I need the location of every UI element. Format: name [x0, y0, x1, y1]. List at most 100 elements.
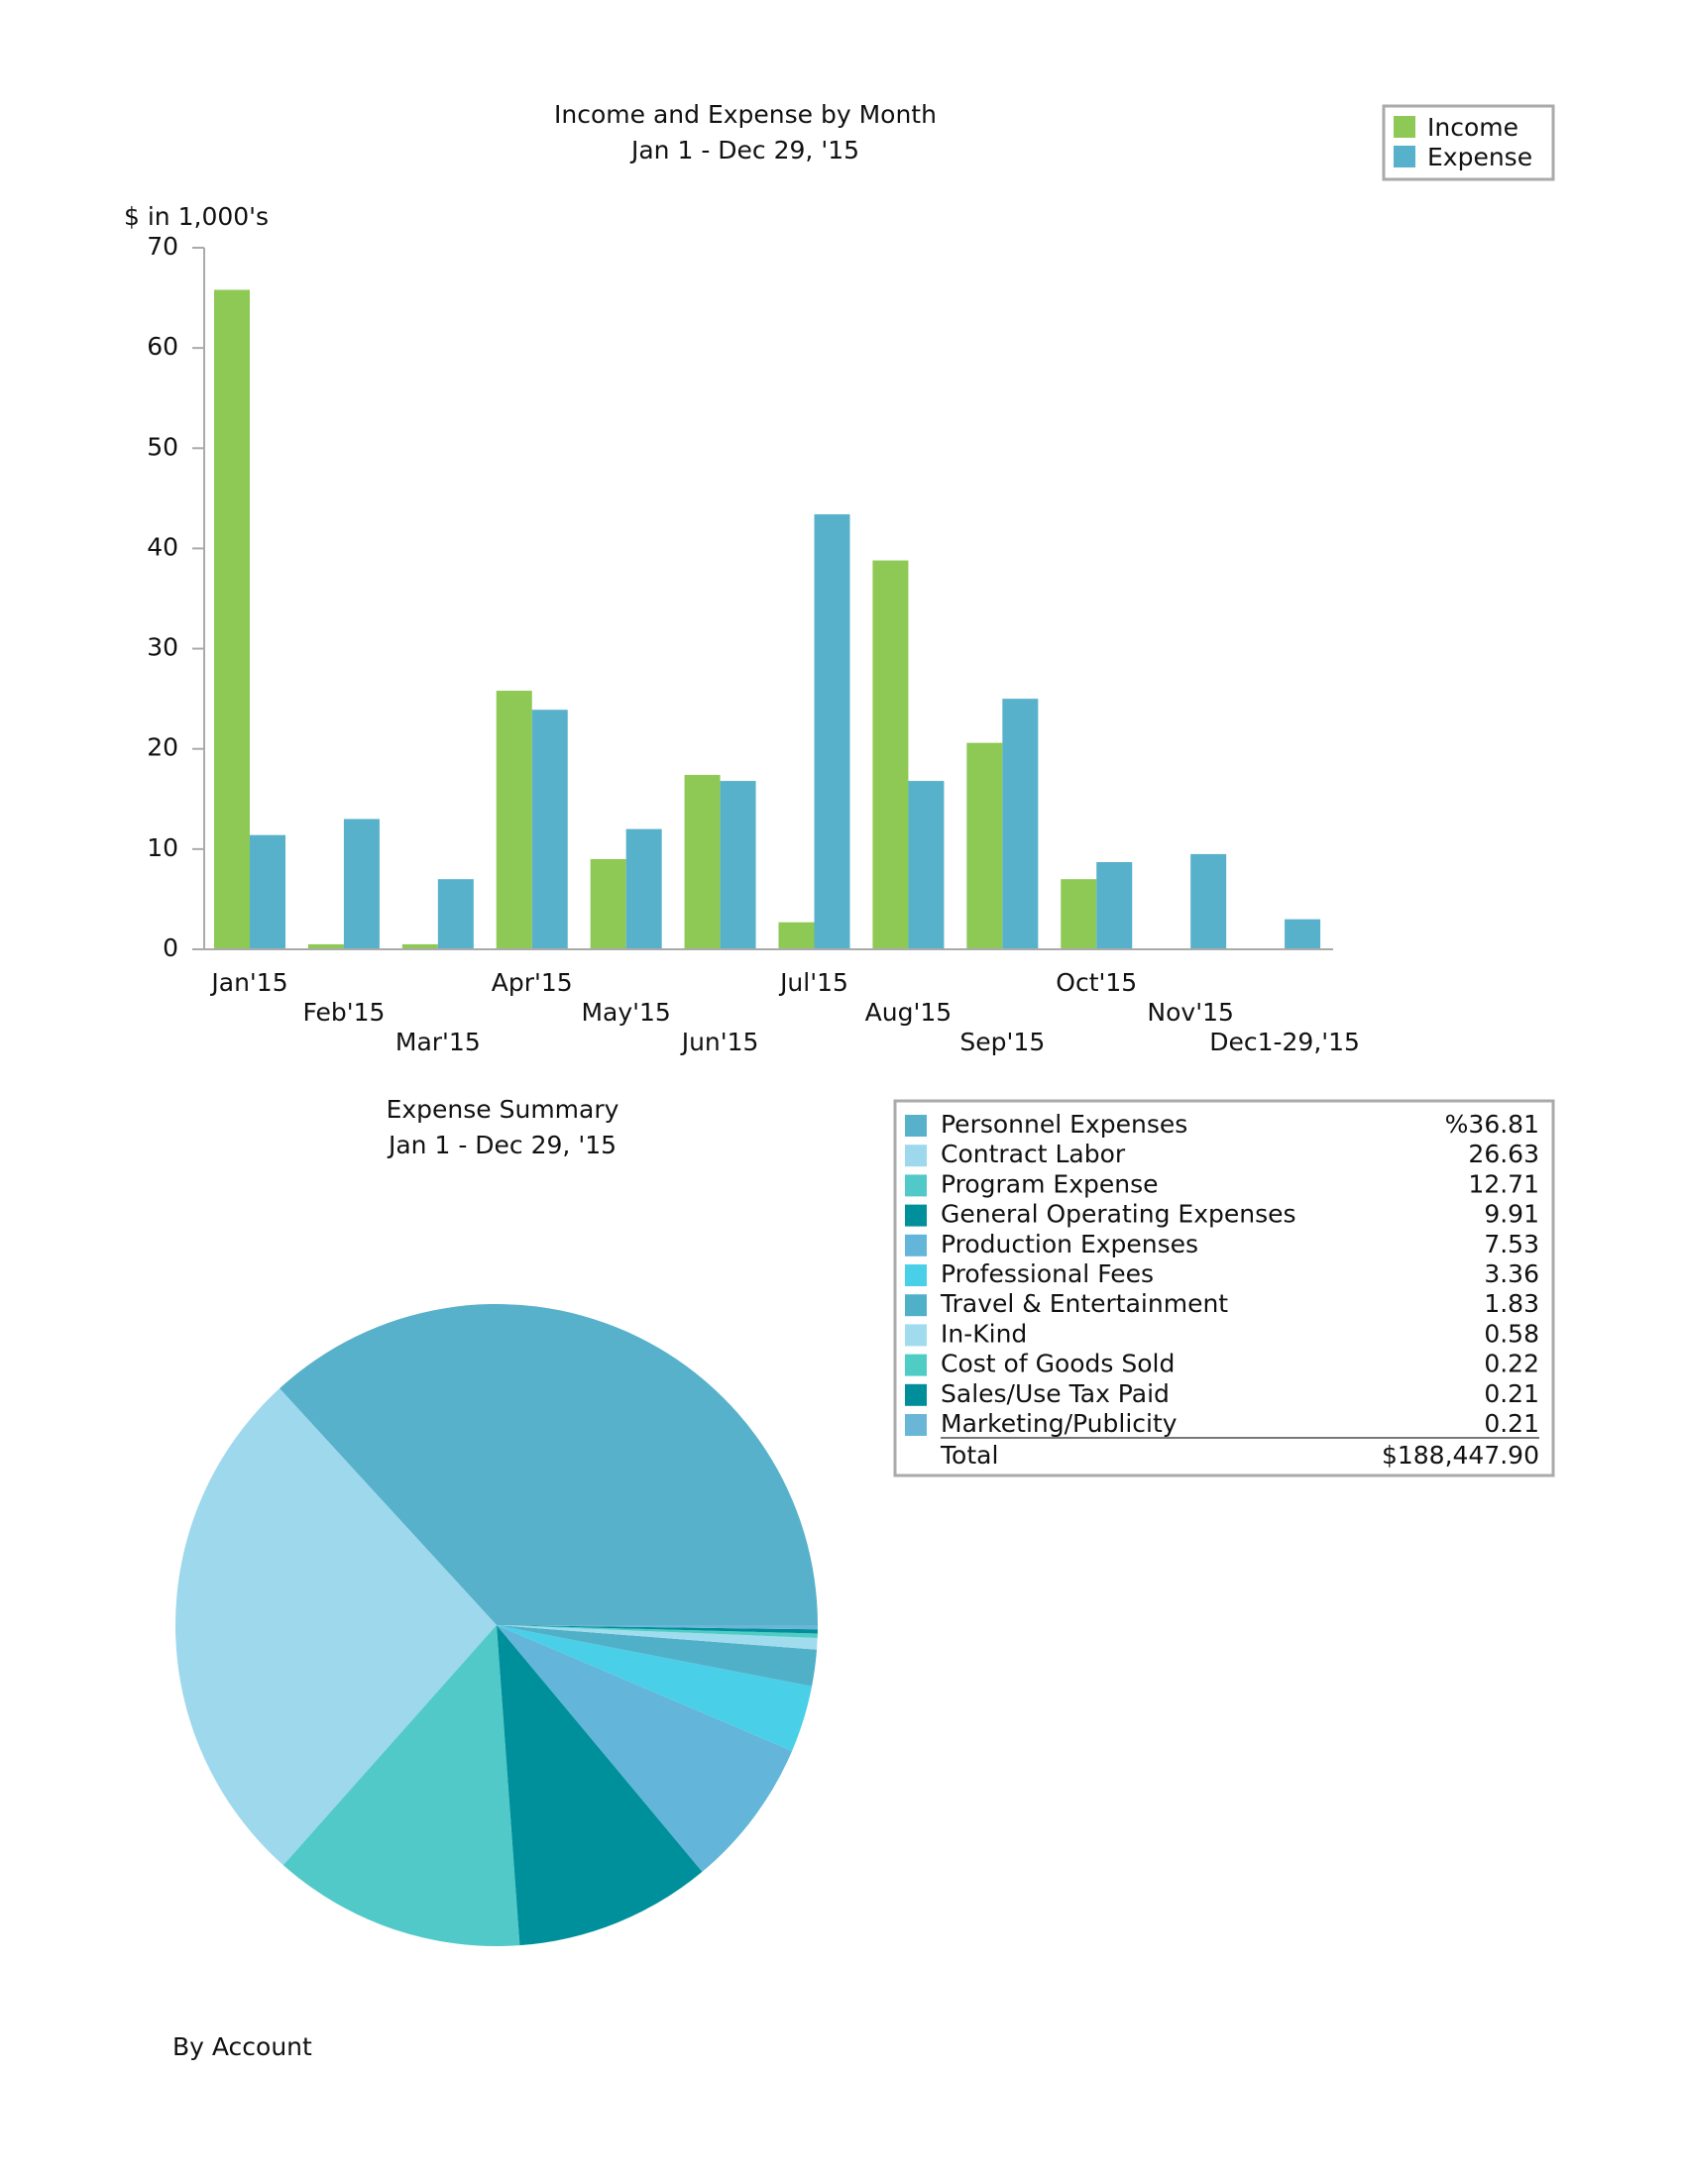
x-tick-label: May'15	[581, 998, 670, 1027]
legend-swatch	[905, 1324, 927, 1347]
legend-swatch	[905, 1204, 927, 1227]
legend-label: Professional Fees	[941, 1259, 1154, 1288]
total-value: $188,447.90	[1382, 1441, 1539, 1470]
bar	[1285, 919, 1321, 949]
legend-swatch	[905, 1354, 927, 1376]
legend-label: Contract Labor	[941, 1140, 1126, 1168]
bar	[214, 289, 250, 950]
pie-slice	[174, 1388, 497, 1866]
y-tick-label: 20	[147, 733, 178, 762]
x-tick-label: Nov'15	[1147, 998, 1233, 1027]
legend-swatch	[905, 1294, 927, 1317]
bar	[684, 775, 721, 949]
legend-label: General Operating Expenses	[941, 1200, 1296, 1229]
bar	[966, 742, 1003, 949]
legend-value: %36.81	[1445, 1110, 1539, 1139]
pie-slice	[497, 1625, 818, 1634]
legend-label: In-Kind	[941, 1319, 1027, 1348]
chart-title: Income and Expense by Month	[554, 100, 937, 129]
bar	[1096, 862, 1133, 949]
pie-slice	[497, 1625, 813, 1751]
legend-swatch	[905, 1145, 927, 1167]
x-tick-label: Dec1-29,'15	[1209, 1028, 1360, 1056]
bar	[307, 943, 344, 949]
y-axis-label: $ in 1,000's	[124, 202, 269, 231]
bar	[908, 781, 945, 949]
legend-swatch	[1394, 146, 1415, 167]
legend-swatch	[905, 1174, 927, 1197]
bar	[814, 514, 850, 949]
x-tick-label: Oct'15	[1056, 968, 1137, 997]
bar	[343, 819, 380, 949]
legend-value: 12.71	[1468, 1169, 1539, 1198]
legend-label: Cost of Goods Sold	[941, 1350, 1175, 1378]
bar	[590, 858, 626, 949]
legend-swatch	[905, 1234, 927, 1256]
legend-value: 9.91	[1484, 1200, 1539, 1229]
x-tick-label: Feb'15	[302, 998, 385, 1027]
legend-box	[893, 1099, 1555, 1477]
legend-label: Personnel Expenses	[941, 1110, 1187, 1139]
x-tick-label: Jan'15	[209, 968, 287, 997]
bar	[531, 710, 568, 949]
bar	[778, 922, 815, 949]
legend-swatch	[905, 1414, 927, 1436]
y-tick-label: 30	[147, 633, 178, 662]
pie-slice	[497, 1625, 818, 1630]
y-tick-label: 50	[147, 432, 178, 461]
bar	[1061, 879, 1097, 949]
legend-swatch	[1394, 116, 1415, 138]
bar	[625, 828, 662, 949]
chart-subtitle: Jan 1 - Dec 29, '15	[387, 1131, 617, 1159]
bar	[720, 781, 756, 949]
legend-swatch	[905, 1115, 927, 1137]
legend-value: 7.53	[1484, 1230, 1539, 1258]
legend-value: 1.83	[1484, 1289, 1539, 1318]
y-tick-label: 0	[163, 933, 178, 962]
bar	[250, 834, 285, 949]
x-tick-label: Apr'15	[492, 968, 573, 997]
x-tick-label: Mar'15	[395, 1028, 481, 1056]
bar	[872, 560, 909, 949]
pie-slice	[282, 1625, 520, 1946]
total-label: Total	[940, 1441, 998, 1470]
y-tick-label: 40	[147, 532, 178, 561]
legend-label: Sales/Use Tax Paid	[941, 1379, 1170, 1408]
legend-label: Travel & Entertainment	[940, 1289, 1228, 1318]
legend-value: 26.63	[1468, 1140, 1539, 1168]
y-tick-label: 70	[147, 232, 178, 261]
x-tick-label: Jul'15	[778, 968, 848, 997]
bar	[1002, 699, 1039, 949]
legend-swatch	[905, 1383, 927, 1406]
pie-slice	[497, 1625, 818, 1687]
legend-label: Production Expenses	[941, 1230, 1198, 1258]
y-tick-label: 60	[147, 332, 178, 361]
y-tick-label: 10	[147, 833, 178, 862]
pie-slice	[497, 1625, 793, 1872]
pie-slice	[497, 1625, 703, 1946]
pie-slice	[497, 1625, 818, 1650]
legend-label: Income	[1427, 113, 1518, 142]
x-tick-label: Sep'15	[959, 1028, 1045, 1056]
x-tick-label: Aug'15	[865, 998, 953, 1027]
legend-value: 0.21	[1484, 1379, 1539, 1408]
chart-title: Expense Summary	[387, 1095, 619, 1124]
x-tick-label: Jun'15	[680, 1028, 759, 1056]
bar	[401, 943, 438, 949]
bar	[496, 691, 532, 949]
legend-label: Expense	[1427, 143, 1532, 171]
bar	[437, 879, 474, 949]
legend-value: 0.58	[1484, 1319, 1539, 1348]
legend-swatch	[905, 1264, 927, 1286]
legend-label: Marketing/Publicity	[941, 1409, 1178, 1438]
bar	[1190, 853, 1227, 949]
chart-subtitle: Jan 1 - Dec 29, '15	[629, 136, 859, 164]
pie-slice	[280, 1304, 818, 1625]
legend-value: 0.21	[1484, 1409, 1539, 1438]
pie-slice	[497, 1625, 818, 1639]
footnote: By Account	[172, 2032, 312, 2061]
legend-label: Program Expense	[941, 1169, 1159, 1198]
legend-value: 0.22	[1484, 1350, 1539, 1378]
legend-value: 3.36	[1484, 1259, 1539, 1288]
